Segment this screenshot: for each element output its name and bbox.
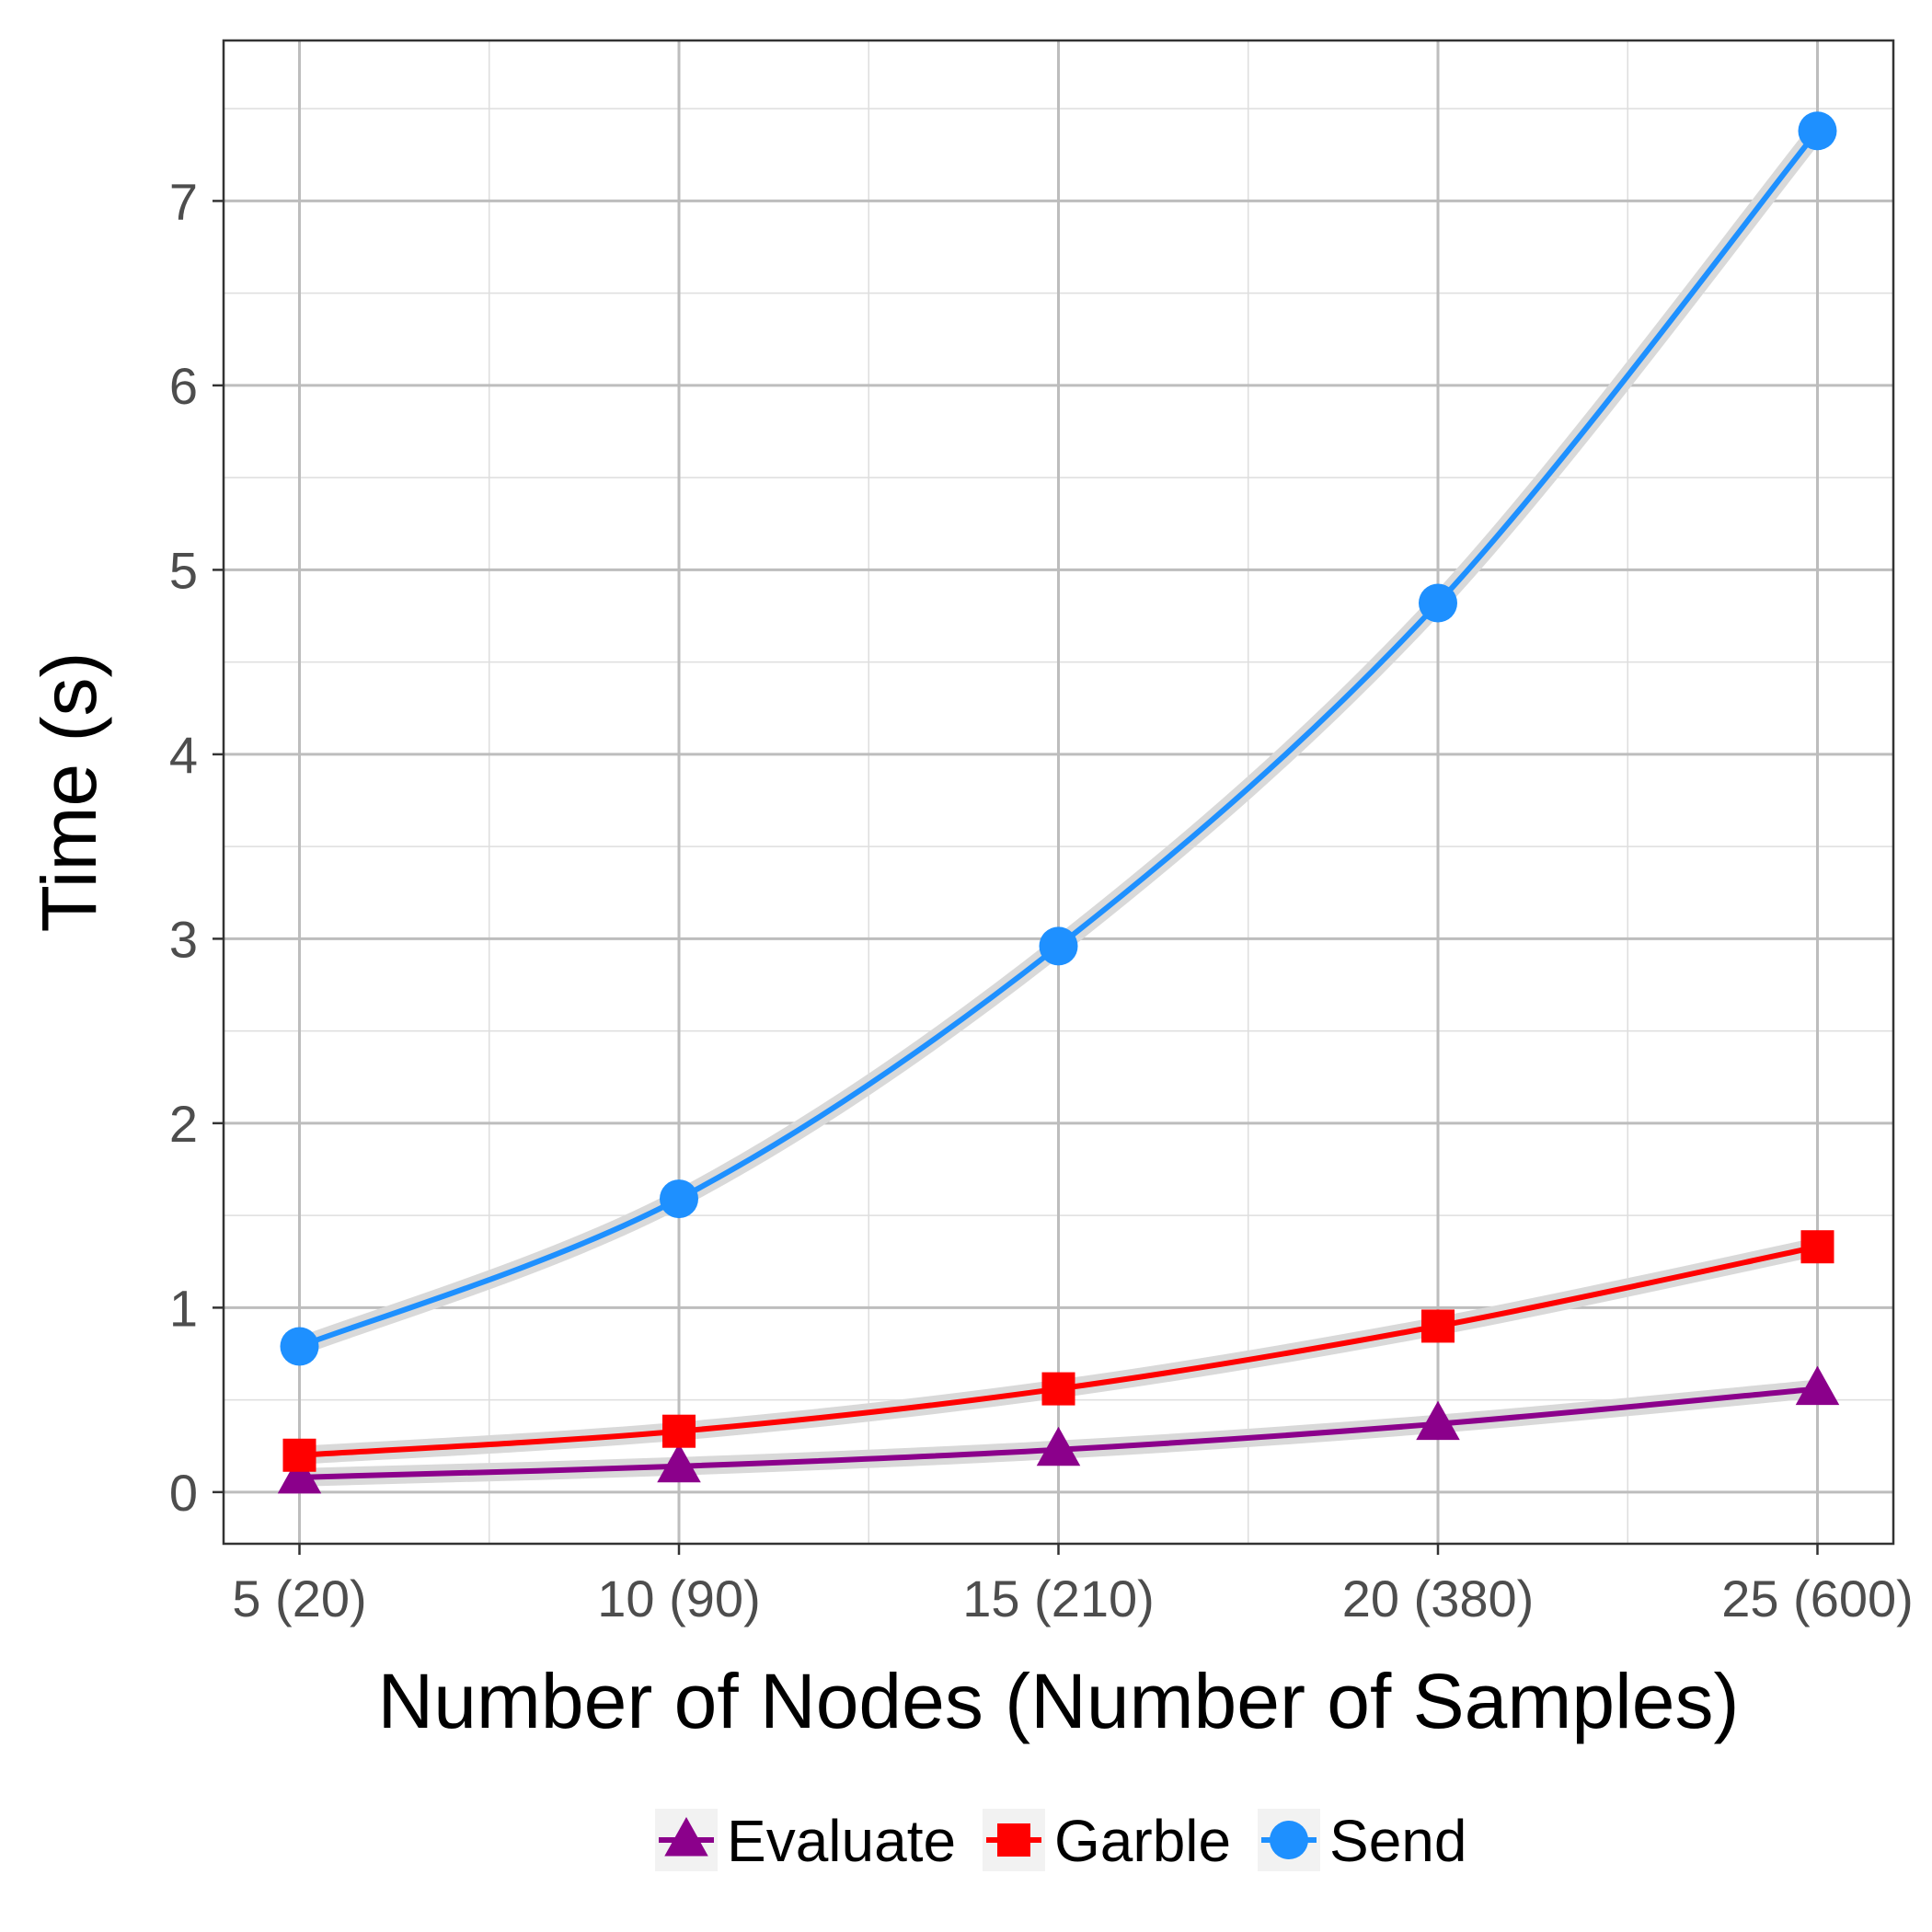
x-tick-label: 25 (600) [1721,1570,1914,1627]
series-layer [277,111,1840,1494]
y-axis: 0 1 2 3 4 5 6 7 [169,172,224,1522]
legend-label-send: Send [1329,1808,1466,1874]
legend-item-garble: Garble [983,1808,1231,1874]
series-send [280,111,1837,1366]
major-gridlines [224,40,1893,1544]
x-tick-label: 5 (20) [232,1570,366,1627]
legend-label-evaluate: Evaluate [727,1808,956,1874]
y-tick-label: 0 [169,1464,198,1522]
point-send [1419,583,1457,623]
legend-key-marker-garble [997,1823,1030,1857]
x-axis-title: Number of Nodes (Number of Samples) [378,1658,1740,1744]
point-garble [1800,1230,1834,1264]
legend: Evaluate Garble Send [655,1808,1466,1874]
legend-label-garble: Garble [1054,1808,1231,1874]
x-tick-label: 15 (210) [962,1570,1155,1627]
x-tick-label: 20 (380) [1342,1570,1535,1627]
y-tick-label: 7 [169,172,198,230]
point-evaluate [1036,1426,1081,1466]
point-garble [662,1414,696,1448]
point-send [280,1327,319,1366]
point-garble [1041,1372,1075,1406]
legend-key-marker-evaluate [664,1817,708,1857]
legend-key-marker-send [1270,1821,1308,1859]
legend-item-send: Send [1258,1808,1466,1874]
point-garble [1421,1309,1455,1343]
y-tick-label: 2 [169,1095,198,1153]
y-tick-label: 3 [169,910,198,968]
point-evaluate [277,1454,322,1494]
series-evaluate [277,1365,1840,1494]
point-garble [282,1438,316,1472]
point-evaluate [657,1443,701,1483]
point-send [1039,926,1078,966]
y-tick-label: 6 [169,357,198,415]
y-tick-label: 4 [169,726,198,784]
y-tick-label: 5 [169,541,198,599]
x-tick-label: 10 (90) [597,1570,760,1627]
legend-item-evaluate: Evaluate [655,1808,956,1874]
line-send [298,129,1820,1350]
y-tick-label: 1 [169,1279,198,1337]
y-axis-title: Time (s) [26,652,112,933]
point-evaluate [1416,1400,1460,1441]
point-send [660,1179,698,1219]
point-evaluate [1795,1365,1840,1406]
x-axis: 5 (20) 10 (90) 15 (210) 20 (380) 25 (600) [232,1544,1914,1627]
series-garble [282,1230,1834,1472]
point-send [1798,111,1837,151]
